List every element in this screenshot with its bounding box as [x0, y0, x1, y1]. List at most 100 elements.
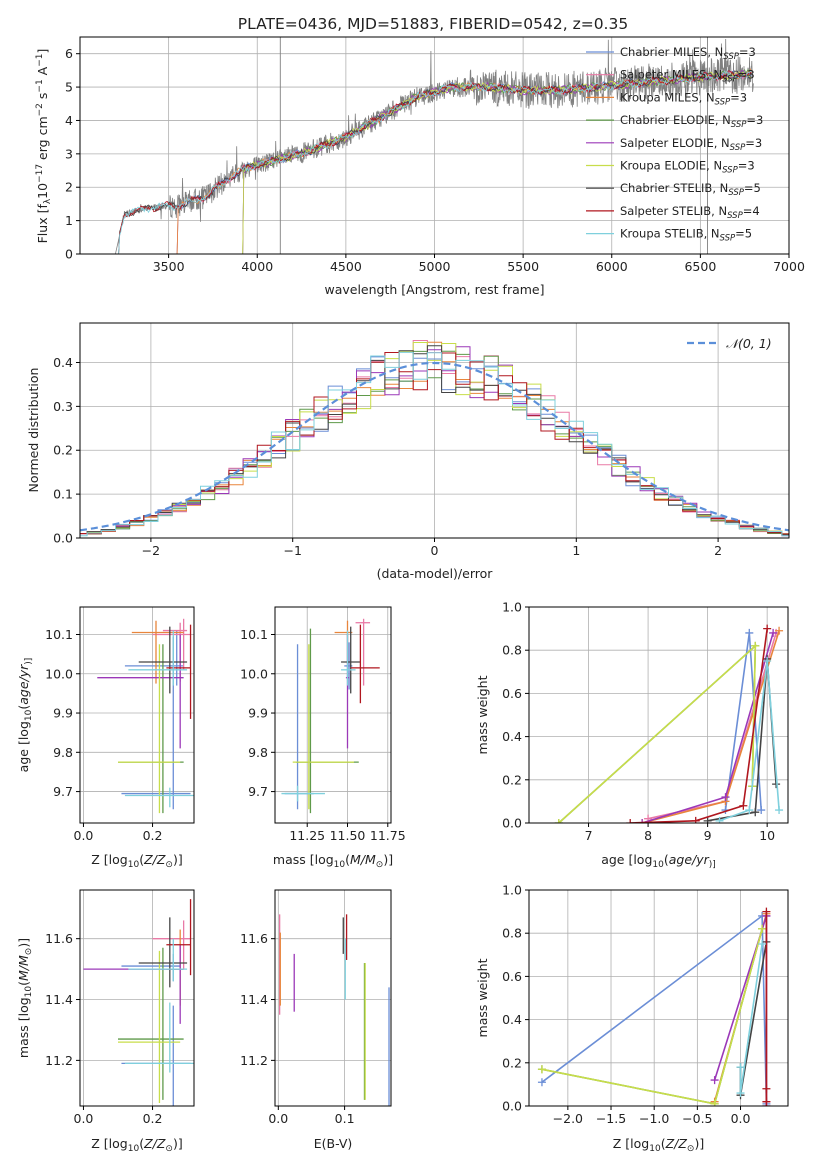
legend: Chabrier MILES, NSSP=3 Salpeter MILES, NS…: [586, 45, 763, 244]
x-tick-label: 0.1: [335, 1111, 355, 1126]
y-tick-label: 9.7: [248, 784, 268, 799]
plot-area: [80, 340, 789, 537]
plot-area: [278, 914, 390, 1106]
weight-marker: [537, 1065, 546, 1074]
observed-spectrum: [115, 38, 754, 254]
legend-entry: Chabrier STELIB, NSSP=5: [620, 181, 761, 198]
x-tick-label: 0.2: [143, 828, 163, 843]
weight-line: [719, 660, 780, 822]
axes-residuals: −2 −1 0 1 2 0.0 0.1 0.2 0.3 0.4 𝒩(0, 1) (data-model…: [26, 322, 790, 581]
x-axis-label: Z [log10(Z/Z⊙)]: [613, 1136, 704, 1154]
weight-line: [630, 628, 768, 823]
model-spectrum: [115, 69, 752, 254]
y-tick-label: 0.8: [502, 926, 522, 941]
y-axis-label: Flux [fλ10−17 erg cm−2 s−1 A−1]: [35, 49, 53, 244]
weight-line: [541, 928, 763, 1105]
x-tick-label: 8: [644, 828, 652, 843]
y-tick-label: 5: [65, 80, 73, 95]
y-tick-label: 0.8: [502, 643, 522, 658]
gaussian-reference: [80, 361, 789, 532]
weight-marker: [691, 816, 700, 823]
weight-marker: [775, 806, 784, 815]
y-axis-label: mass [log10(M/M⊙)]: [16, 938, 34, 1058]
legend-entry: Kroupa MILES, NSSP=3: [620, 90, 747, 107]
y-tick-label: 0.4: [502, 1012, 522, 1027]
y-axis-label: age [log10(age/yr)]: [16, 658, 34, 773]
legend-entry: Chabrier MILES, NSSP=3: [620, 45, 756, 62]
x-tick-label: 7: [585, 828, 593, 843]
y-tick-label: 3: [65, 146, 73, 161]
x-tick-label: 0.0: [268, 1111, 288, 1126]
y-tick-label: 1.0: [502, 600, 522, 615]
x-tick-label: 11.50: [330, 828, 366, 843]
x-tick-label: −2.0: [553, 1111, 583, 1126]
y-tick-label: 0.2: [502, 1055, 522, 1070]
residual-histogram: [80, 352, 789, 535]
axes-frame: [274, 606, 392, 824]
weight-marker: [721, 793, 730, 802]
weight-marker: [751, 641, 760, 650]
weight-marker: [710, 1076, 719, 1085]
x-axis-label: Z [log10(Z/Z⊙)]: [91, 1136, 182, 1154]
x-axis-label: age [log10(age/yr)]: [601, 852, 716, 870]
legend-entry: Salpeter MILES, NSSP=3: [620, 68, 755, 85]
weight-marker: [775, 626, 784, 635]
y-tick-label: 0.4: [53, 355, 73, 370]
y-tick-label: 0: [65, 247, 73, 262]
x-tick-label: 10: [759, 828, 775, 843]
y-tick-label: 10.1: [45, 627, 73, 642]
weight-marker: [710, 1099, 719, 1106]
y-tick-label: 1: [65, 213, 73, 228]
legend-entry: Salpeter STELIB, NSSP=4: [620, 204, 760, 221]
figure-title: PLATE=0436, MJD=51883, FIBERID=0542, z=0…: [238, 15, 628, 33]
weight-marker: [751, 808, 760, 817]
weight-marker: [758, 924, 767, 933]
axes-age-mass: 11.25 11.50 11.75 9.7 9.8 9.9 10.0 10.1 mass [lo…: [240, 606, 406, 870]
y-tick-label: 10.0: [240, 666, 268, 681]
y-tick-label: 2: [65, 180, 73, 195]
x-tick-label: 11.25: [289, 828, 325, 843]
weight-marker: [745, 628, 754, 637]
weight-marker: [763, 624, 772, 633]
y-axis-label: mass weight: [475, 675, 490, 754]
y-tick-label: 0.6: [502, 686, 522, 701]
y-tick-label: 6: [65, 46, 73, 61]
y-axis-label: mass weight: [475, 958, 490, 1037]
residual-histogram: [80, 346, 789, 537]
x-tick-label: −0.5: [682, 1111, 712, 1126]
axes-frame: [79, 606, 195, 824]
legend-entry: Kroupa ELODIE, NSSP=3: [620, 159, 755, 176]
y-tick-label: 10.0: [45, 666, 73, 681]
x-tick-label: −1.0: [639, 1111, 669, 1126]
plot-area: [281, 618, 380, 814]
weight-marker: [757, 806, 766, 815]
legend-entry: Salpeter ELODIE, NSSP=3: [620, 136, 762, 153]
weight-marker: [762, 1084, 771, 1093]
weight-marker: [537, 1078, 546, 1087]
y-tick-label: 9.7: [53, 784, 73, 799]
y-tick-label: 9.8: [248, 745, 268, 760]
y-tick-label: 10.1: [240, 627, 268, 642]
x-axis-label: (data-model)/error: [377, 566, 494, 581]
weight-marker: [745, 806, 754, 815]
y-tick-label: 0.4: [502, 729, 522, 744]
y-tick-label: 1.0: [502, 883, 522, 898]
x-tick-label: 5000: [419, 259, 451, 274]
weight-line: [739, 941, 768, 1096]
plot-area: [83, 899, 194, 1106]
y-tick-label: 11.6: [240, 931, 268, 946]
y-tick-label: 0.2: [502, 772, 522, 787]
x-tick-label: 1: [572, 543, 580, 558]
weight-marker: [626, 819, 635, 823]
legend-entry: Kroupa STELIB, NSSP=5: [620, 227, 752, 244]
weight-marker: [763, 657, 772, 665]
plot-area: [97, 618, 194, 814]
x-tick-label: 3500: [153, 259, 185, 274]
x-tick-label: −2: [142, 543, 160, 558]
x-tick-label: 2: [714, 543, 722, 558]
x-tick-label: 0.0: [74, 828, 94, 843]
weight-marker: [736, 1063, 745, 1072]
x-tick-label: 4000: [241, 259, 273, 274]
y-tick-label: 0.0: [502, 1099, 522, 1114]
